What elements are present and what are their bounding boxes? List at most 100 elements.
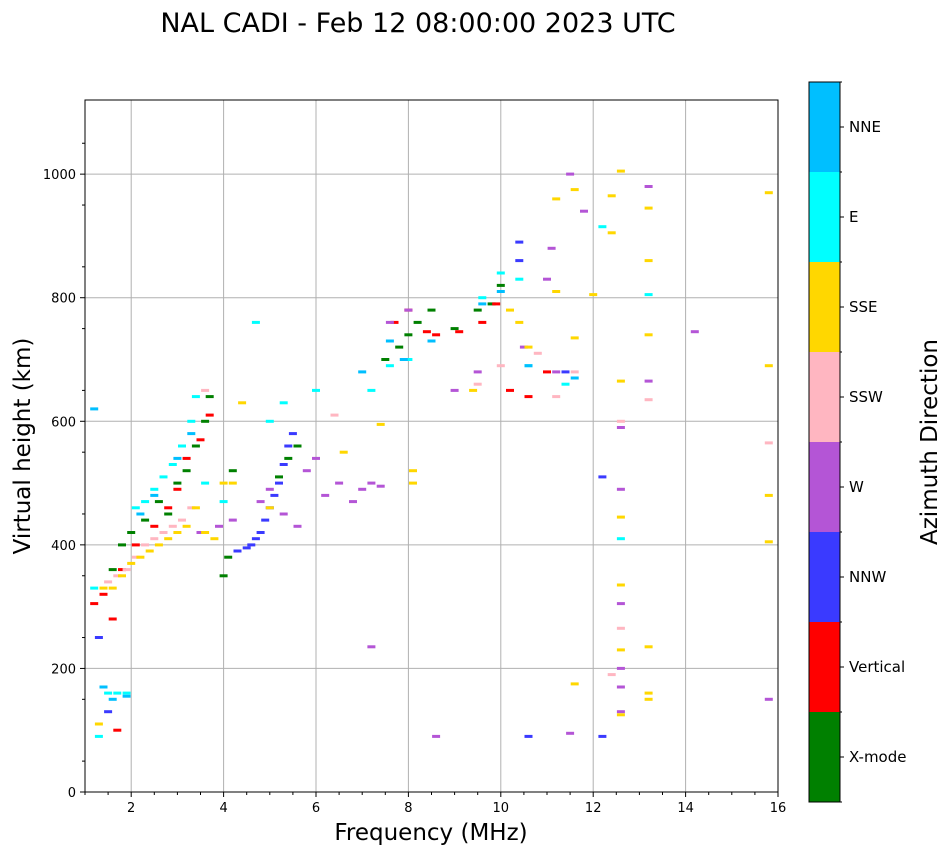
data-point	[376, 422, 385, 426]
data-point	[154, 543, 163, 547]
y-tick-label: 600	[51, 415, 76, 430]
data-point	[404, 308, 413, 312]
data-point	[219, 574, 228, 578]
data-point	[524, 364, 533, 368]
data-point	[644, 691, 653, 695]
data-point	[122, 568, 131, 572]
data-point	[99, 685, 108, 689]
data-point	[487, 302, 496, 306]
data-point	[644, 293, 653, 297]
colorbar-segment	[809, 622, 840, 712]
data-point	[644, 206, 653, 210]
data-point	[515, 240, 524, 244]
data-point	[570, 370, 579, 374]
data-point	[187, 432, 196, 436]
x-tick-label: 8	[404, 801, 412, 816]
data-point	[690, 330, 699, 334]
data-point	[515, 320, 524, 324]
data-point	[131, 555, 140, 559]
colorbar-segment	[809, 442, 840, 532]
colorbar: X-mode Vertical NNW W SSW SSE E NNE	[808, 81, 906, 803]
chart-title: NAL CADI - Feb 12 08:00:00 2023 UTC	[160, 8, 675, 39]
data-point	[136, 555, 145, 559]
data-point	[104, 691, 113, 695]
data-point	[90, 602, 99, 606]
data-point	[122, 694, 131, 698]
y-tick-label: 0	[68, 786, 76, 801]
data-point	[616, 710, 625, 714]
data-point	[90, 407, 99, 411]
data-point	[321, 493, 330, 497]
data-point	[570, 188, 579, 192]
data-point	[288, 432, 297, 436]
data-point	[99, 592, 108, 596]
data-point	[570, 376, 579, 380]
colorbar-tick-label: Vertical	[849, 658, 905, 676]
data-point	[496, 283, 505, 287]
data-point	[182, 524, 191, 528]
data-point	[228, 481, 237, 485]
x-tick-label: 16	[770, 801, 787, 816]
colorbar-segment	[809, 712, 840, 802]
colorbar-segment	[809, 172, 840, 262]
data-point	[381, 358, 390, 361]
data-point	[150, 524, 159, 528]
data-point	[473, 382, 482, 386]
data-point	[127, 561, 136, 565]
colorbar-segment	[809, 262, 840, 352]
x-axis-label: Frequency (MHz)	[334, 820, 527, 846]
data-point	[201, 531, 210, 534]
data-point	[598, 475, 607, 479]
data-point	[552, 197, 561, 201]
data-point	[339, 450, 348, 454]
colorbar-label: Azimuth Direction	[917, 339, 943, 545]
data-point	[409, 469, 417, 473]
data-point	[533, 351, 542, 355]
data-point	[385, 364, 394, 368]
data-points	[90, 169, 773, 738]
data-point	[154, 500, 163, 504]
data-point	[566, 172, 575, 176]
data-point	[108, 617, 117, 621]
data-point	[427, 308, 436, 312]
data-point	[275, 481, 283, 485]
data-point	[99, 586, 108, 590]
data-point	[616, 602, 625, 606]
data-point	[515, 277, 524, 281]
series-nnw	[94, 240, 607, 738]
data-point	[279, 401, 288, 405]
data-point	[113, 728, 122, 732]
data-point	[399, 358, 408, 361]
data-point	[432, 333, 441, 337]
data-point	[616, 379, 625, 383]
data-point	[598, 225, 607, 229]
data-point	[519, 345, 528, 349]
data-point	[275, 475, 283, 479]
data-point	[238, 401, 247, 405]
data-point	[367, 481, 376, 485]
data-point	[265, 487, 274, 491]
data-point	[580, 209, 588, 213]
data-point	[150, 493, 159, 497]
data-point	[515, 259, 524, 263]
data-point	[616, 648, 625, 652]
data-point	[450, 388, 459, 392]
plot-background	[85, 100, 778, 792]
data-point	[312, 388, 320, 392]
data-point	[450, 327, 459, 331]
data-point	[228, 469, 237, 473]
data-point	[145, 549, 154, 553]
data-point	[113, 574, 122, 578]
data-point	[764, 441, 773, 445]
data-point	[182, 456, 191, 460]
data-point	[385, 320, 394, 324]
data-point	[616, 487, 625, 491]
data-point	[187, 506, 196, 510]
y-tick-label: 800	[51, 292, 76, 307]
data-point	[108, 697, 117, 701]
data-point	[94, 636, 103, 639]
data-point	[543, 277, 551, 281]
data-point	[256, 500, 265, 504]
data-point	[644, 259, 653, 263]
data-point	[302, 469, 311, 473]
